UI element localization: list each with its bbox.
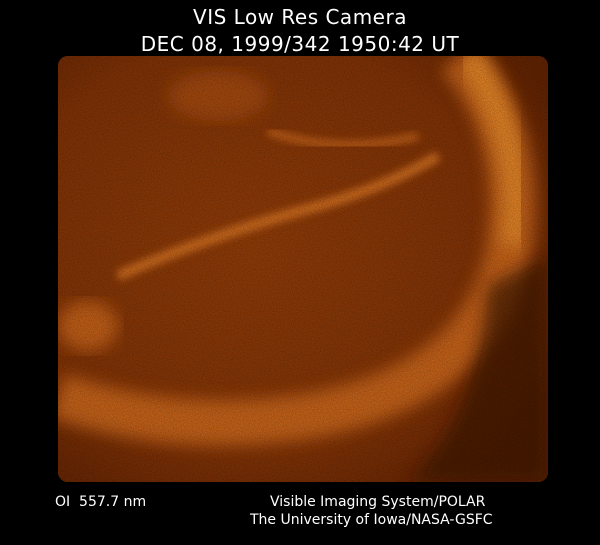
instrument-label: Visible Imaging System/POLAR <box>270 494 486 510</box>
auroral-image <box>58 56 548 482</box>
wavelength-label: OI 557.7 nm <box>55 494 147 510</box>
institution-label: The University of Iowa/NASA-GSFC <box>250 512 493 528</box>
image-timestamp: DEC 08, 1999/342 1950:42 UT <box>140 32 460 56</box>
camera-title: VIS Low Res Camera <box>193 5 407 29</box>
